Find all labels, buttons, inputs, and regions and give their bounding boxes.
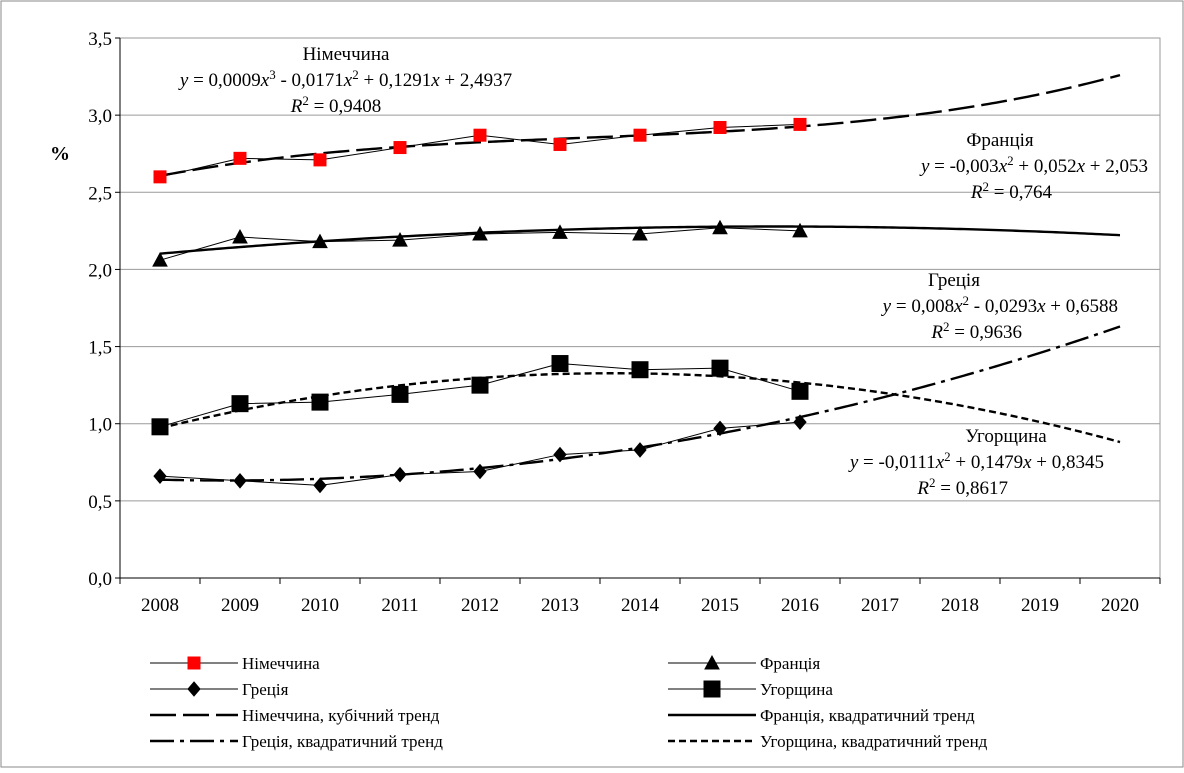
annotation-title-2: Греція <box>928 270 980 291</box>
data-point-1-2 <box>312 233 328 249</box>
annotation-title-0: Німеччина <box>303 44 390 65</box>
legend-label-5: Франція, квадратичний тренд <box>760 706 975 725</box>
data-point-1-0 <box>152 252 168 267</box>
x-tick-label: 2008 <box>141 595 179 616</box>
data-point-1-4 <box>472 225 488 241</box>
legend-marker-2 <box>187 681 201 697</box>
legend-layer: Німеччина Франція Греція Угорщина Німеччина,… <box>150 654 988 751</box>
y-tick-label: 2,5 <box>88 183 112 204</box>
data-point-3-2 <box>311 393 329 411</box>
legend-label-4: Німеччина, кубічний тренд <box>242 706 440 725</box>
x-tick-label: 2017 <box>861 595 899 616</box>
legend-label-0: Німеччина <box>242 654 320 673</box>
annotation-title-1: Франція <box>966 130 1034 151</box>
data-point-0-3 <box>393 141 407 155</box>
data-point-3-8 <box>791 382 809 400</box>
data-point-0-4 <box>473 128 487 142</box>
x-tick-label: 2012 <box>461 595 499 616</box>
y-tick-label: 2,0 <box>88 260 112 281</box>
y-tick-label: 0,5 <box>88 492 112 513</box>
data-point-3-4 <box>471 376 489 394</box>
legend-label-3: Угорщина <box>760 680 833 699</box>
data-point-2-5 <box>553 446 567 463</box>
legend-marker-3 <box>703 680 721 698</box>
data-point-3-6 <box>631 361 649 379</box>
data-point-2-6 <box>633 442 647 458</box>
legend-marker-0 <box>187 656 201 670</box>
legend-label-6: Греція, квадратичний тренд <box>242 732 443 751</box>
data-point-3-7 <box>711 359 729 377</box>
legend-label-7: Угорщина, квадратичний тренд <box>760 732 988 751</box>
annotation-equation-3: y = -0,0111x2 + 0,1479x + 0,8345 <box>848 449 1104 474</box>
x-tick-label: 2010 <box>301 595 339 616</box>
data-point-2-7 <box>713 420 727 437</box>
y-tick-label: 0,0 <box>88 569 112 590</box>
data-point-3-1 <box>231 395 249 413</box>
data-point-2-8 <box>793 414 807 430</box>
x-tick-label: 2015 <box>701 595 739 616</box>
data-point-0-6 <box>633 128 647 142</box>
data-point-1-6 <box>632 225 648 241</box>
annotation-equation-2: y = 0,008x2 - 0,0293x + 0,6588 <box>881 293 1118 318</box>
data-point-2-3 <box>393 466 407 483</box>
data-point-3-0 <box>151 418 169 436</box>
annotation-equation-1: y = -0,003x2 + 0,052x + 2,053 <box>919 153 1148 178</box>
data-point-1-1 <box>232 228 248 244</box>
data-point-2-2 <box>313 477 327 494</box>
x-tick-label: 2011 <box>381 595 418 616</box>
grid-layer <box>119 37 1161 579</box>
x-tick-label: 2020 <box>1101 595 1139 616</box>
data-point-1-7 <box>712 219 728 235</box>
legend-label-2: Греція <box>242 680 289 699</box>
x-tick-label: 2009 <box>221 595 259 616</box>
marker-layer <box>151 117 809 494</box>
data-point-0-5 <box>553 137 567 151</box>
annotation-r2-3: R2 = 0,8617 <box>916 475 1008 500</box>
legend-marker-1 <box>704 654 720 670</box>
data-point-1-5 <box>552 224 568 239</box>
data-point-2-4 <box>473 463 487 480</box>
y-tick-label: 1,5 <box>88 338 112 359</box>
x-tick-label: 2016 <box>781 595 819 616</box>
x-tick-label: 2018 <box>941 595 979 616</box>
legend-label-1: Франція <box>760 654 820 673</box>
data-point-0-0 <box>153 170 167 184</box>
data-point-2-1 <box>233 473 247 489</box>
x-tick-label: 2014 <box>621 595 660 616</box>
data-point-1-8 <box>792 222 808 238</box>
annotation-r2-2: R2 = 0,9636 <box>930 319 1022 344</box>
y-axis-label: % <box>50 143 70 165</box>
data-point-0-7 <box>713 120 727 134</box>
y-tick-label: 1,0 <box>88 415 112 436</box>
data-point-3-3 <box>391 385 409 403</box>
data-point-2-0 <box>153 468 167 484</box>
data-point-0-2 <box>313 153 327 167</box>
annotation-title-3: Угорщина <box>965 426 1047 447</box>
y-tick-label: 3,5 <box>88 29 112 50</box>
data-point-1-3 <box>392 232 408 247</box>
annotation-r2-0: R2 = 0,9408 <box>290 93 382 118</box>
x-tick-label: 2013 <box>541 595 579 616</box>
data-point-3-5 <box>551 355 569 373</box>
data-point-0-8 <box>793 117 807 131</box>
y-tick-label: 3,0 <box>88 106 112 127</box>
data-point-0-1 <box>233 151 247 165</box>
x-tick-label: 2019 <box>1021 595 1059 616</box>
annotation-equation-0: y = 0,0009x3 - 0,0171x2 + 0,1291x + 2,49… <box>178 67 512 92</box>
axis-layer: 0,0 0,5 1,0 1,5 2,0 2,5 3,0 3,5% 2008 2009 2010 201… <box>50 29 1161 616</box>
annotation-r2-1: R2 = 0,764 <box>970 179 1053 204</box>
